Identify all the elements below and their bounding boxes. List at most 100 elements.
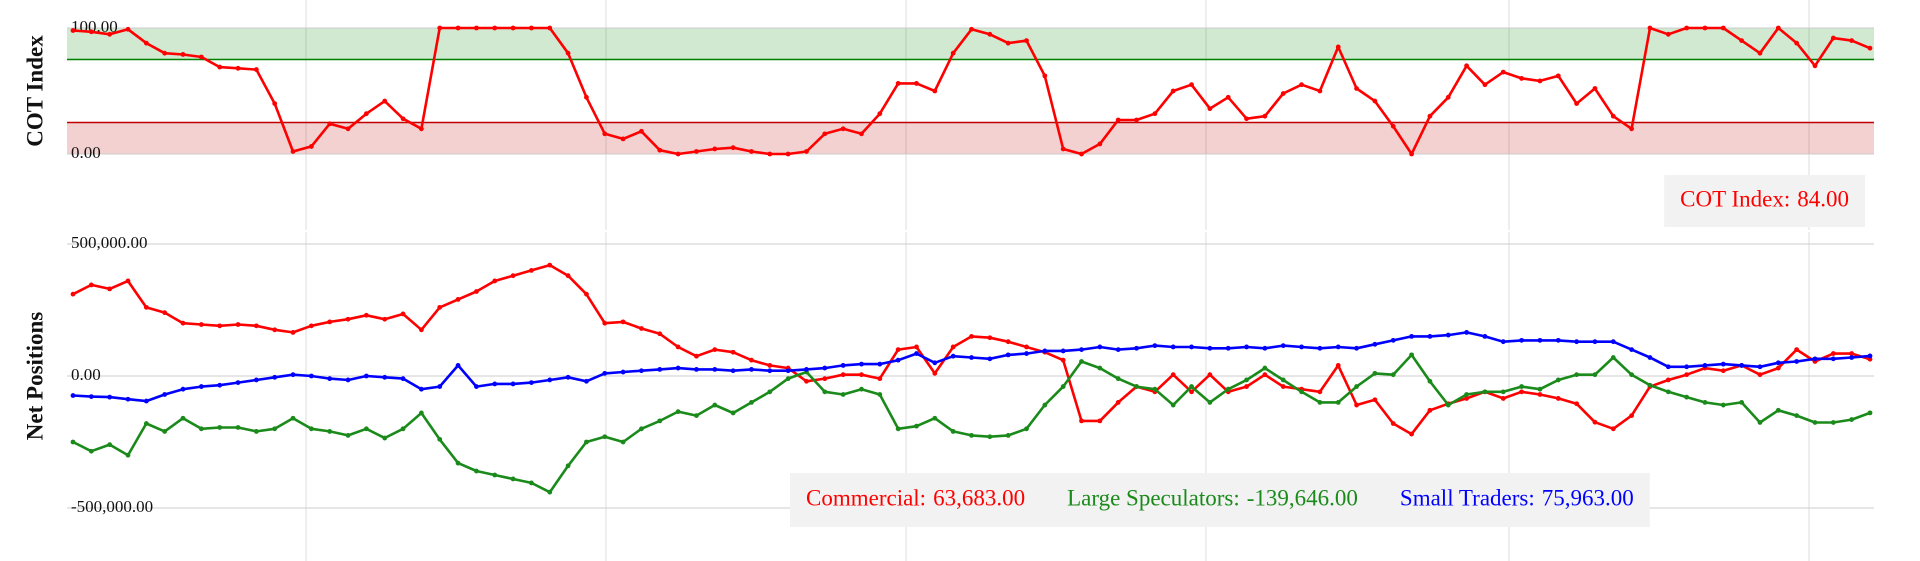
data-point xyxy=(620,319,626,325)
data-point xyxy=(1225,386,1231,392)
data-point xyxy=(290,415,296,421)
data-point xyxy=(1519,389,1525,395)
data-point xyxy=(1610,339,1616,345)
legend-name: Commercial: xyxy=(806,485,926,510)
data-point xyxy=(1482,82,1488,88)
data-point xyxy=(1482,334,1488,339)
data-point xyxy=(1317,400,1323,405)
data-point xyxy=(437,25,443,31)
data-point xyxy=(1702,363,1708,368)
data-point xyxy=(217,425,223,430)
data-point xyxy=(1794,347,1800,352)
data-point xyxy=(272,327,278,333)
data-point xyxy=(620,136,626,142)
data-point xyxy=(1702,25,1708,31)
data-point xyxy=(1005,352,1011,358)
data-point xyxy=(1665,31,1671,37)
data-point xyxy=(529,268,534,273)
data-point xyxy=(1335,44,1341,50)
data-point xyxy=(1684,364,1690,370)
data-point xyxy=(1024,344,1029,350)
data-point xyxy=(1262,365,1268,371)
data-point xyxy=(1867,410,1873,416)
data-point xyxy=(1592,419,1598,425)
data-point xyxy=(1610,355,1616,360)
data-point xyxy=(1372,98,1378,104)
data-point xyxy=(675,151,681,157)
data-point xyxy=(162,392,168,397)
data-point xyxy=(308,323,314,329)
data-point xyxy=(180,52,186,57)
data-point xyxy=(107,31,113,37)
data-point xyxy=(932,88,938,94)
data-point xyxy=(859,386,864,392)
data-point xyxy=(895,357,901,363)
data-point xyxy=(1335,344,1341,350)
data-point xyxy=(88,29,94,35)
data-point xyxy=(1775,365,1781,371)
data-point xyxy=(510,25,516,31)
data-point xyxy=(88,282,94,288)
data-point xyxy=(1354,384,1359,389)
legend-name: COT Index: xyxy=(1680,186,1790,211)
data-point xyxy=(272,426,278,432)
data-point xyxy=(1739,38,1745,43)
data-point xyxy=(694,367,699,372)
data-point xyxy=(107,394,113,400)
data-point xyxy=(914,81,919,86)
data-point xyxy=(822,131,828,137)
data-point xyxy=(529,480,534,486)
data-point xyxy=(253,429,259,434)
data-point xyxy=(1189,344,1194,350)
data-point xyxy=(1757,420,1763,425)
data-point xyxy=(143,304,149,310)
data-point xyxy=(1739,400,1745,405)
data-point xyxy=(767,368,773,374)
y-axis-title: COT Index xyxy=(22,35,47,147)
data-point xyxy=(1757,372,1763,378)
data-point xyxy=(162,310,168,316)
data-point xyxy=(584,94,589,100)
legend-box xyxy=(1664,175,1865,227)
data-point xyxy=(1189,389,1194,395)
data-point xyxy=(895,347,901,352)
data-point xyxy=(1042,73,1048,79)
data-point xyxy=(418,410,424,416)
data-point xyxy=(510,273,516,279)
data-point xyxy=(1152,386,1158,392)
data-point xyxy=(1317,88,1323,94)
data-point xyxy=(1060,146,1066,152)
data-point xyxy=(363,426,369,432)
data-point xyxy=(602,434,608,440)
data-point xyxy=(345,377,351,383)
data-point xyxy=(1207,345,1213,351)
y-axis-title: Net Positions xyxy=(22,312,47,440)
data-point xyxy=(1629,413,1635,418)
band xyxy=(67,28,1874,60)
data-point xyxy=(877,392,883,397)
data-point xyxy=(418,386,424,392)
data-point xyxy=(639,368,644,374)
data-point xyxy=(382,316,388,322)
data-point xyxy=(1445,402,1451,408)
data-point xyxy=(308,426,314,432)
data-point xyxy=(914,344,919,350)
data-point xyxy=(730,368,736,374)
data-point xyxy=(1775,407,1781,413)
legend-box xyxy=(790,473,1650,527)
data-point xyxy=(400,116,406,122)
data-point xyxy=(327,376,333,382)
data-point xyxy=(877,361,883,367)
data-point xyxy=(969,433,974,438)
data-point xyxy=(1830,35,1836,41)
data-point xyxy=(1097,365,1103,371)
data-point xyxy=(88,448,94,454)
data-point xyxy=(584,291,589,297)
data-point xyxy=(1555,396,1561,401)
data-point xyxy=(198,384,204,389)
data-point xyxy=(1060,384,1066,389)
data-point xyxy=(657,331,663,337)
data-point xyxy=(1134,345,1139,351)
data-point xyxy=(1519,337,1525,343)
data-point xyxy=(694,353,699,359)
